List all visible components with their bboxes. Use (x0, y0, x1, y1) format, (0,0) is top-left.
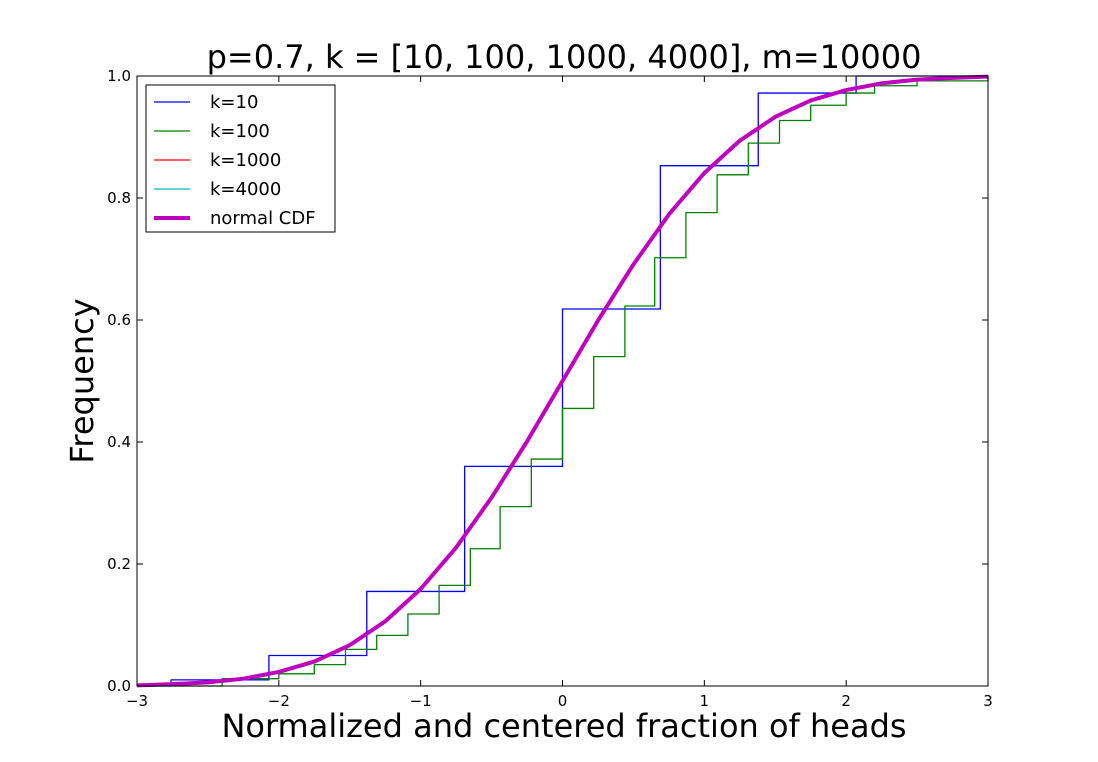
x-tick-label: 2 (841, 692, 851, 710)
x-tick-label: 3 (983, 692, 993, 710)
legend-label-k-100: k=100 (210, 121, 270, 142)
y-axis-label: Frequency (63, 298, 101, 463)
y-tick-label: 1.0 (107, 67, 131, 85)
legend-box (145, 84, 336, 233)
x-tick-label: 1 (700, 692, 710, 710)
x-tick-label: −3 (126, 692, 148, 710)
legend-label-k-10: k=10 (210, 92, 258, 113)
series-line-k-100 (137, 76, 989, 687)
y-tick-label: 0.6 (107, 311, 131, 329)
chart-title: p=0.7, k = [10, 100, 1000, 4000], m=1000… (207, 38, 922, 76)
series-layer (136, 74, 989, 688)
legend-label-normal-cdf: normal CDF (210, 208, 316, 229)
y-tick-label: 0.2 (107, 555, 131, 573)
x-axis-label: Normalized and centered fraction of head… (221, 707, 906, 745)
legend-label-k-1000: k=1000 (210, 150, 281, 171)
y-tick-label: 0.0 (107, 677, 131, 695)
legend: k=10 k=100 k=1000 k=4000 normal CDF (145, 84, 336, 233)
x-tick-label: 0 (558, 692, 568, 710)
ticks-layer: −3 −2 −1 0 1 2 3 0.0 0.2 0.4 0.6 0.8 1.0 (107, 67, 993, 710)
x-tick-label: −1 (410, 692, 432, 710)
y-tick-label: 0.8 (107, 189, 131, 207)
legend-label-k-4000: k=4000 (210, 179, 281, 200)
x-tick-label: −2 (268, 692, 290, 710)
series-line-normal-cdf (136, 74, 989, 688)
y-tick-label: 0.4 (107, 433, 131, 451)
